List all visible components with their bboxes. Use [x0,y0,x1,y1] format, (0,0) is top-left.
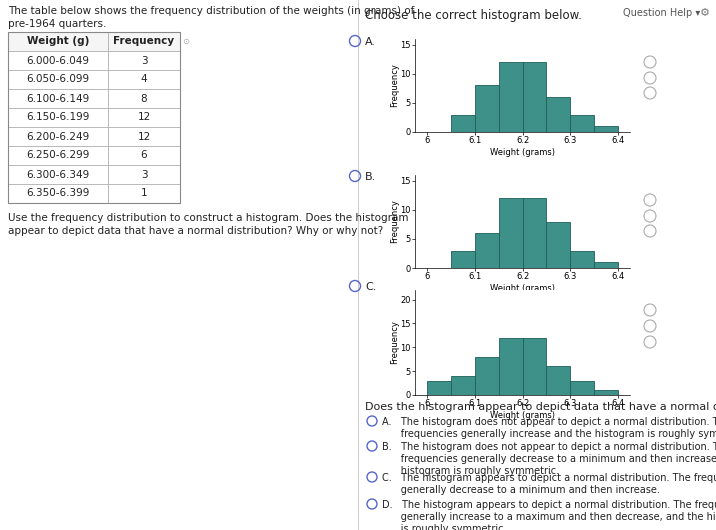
Y-axis label: Frequency: Frequency [390,200,399,243]
Text: 6.350-6.399: 6.350-6.399 [26,189,90,199]
Bar [451,251,475,268]
Text: B.: B. [365,172,376,182]
Text: generally decrease to a minimum and then increase.: generally decrease to a minimum and then… [382,485,660,495]
Text: A.   The histogram does not appear to depict a normal distribution. The: A. The histogram does not appear to depi… [382,417,716,427]
Bar [523,198,546,268]
Bar [108,165,180,184]
Text: 6.000-6.049: 6.000-6.049 [26,56,90,66]
Text: Weight (g): Weight (g) [26,37,90,47]
Text: 6.300-6.349: 6.300-6.349 [26,170,90,180]
Bar [546,366,570,395]
Text: 6.200-6.249: 6.200-6.249 [26,131,90,142]
Text: ⊙: ⊙ [182,37,189,46]
Bar [475,85,498,132]
Bar [498,198,523,268]
Bar [108,146,180,165]
Bar [108,32,180,51]
Text: C.   The histogram appears to depict a normal distribution. The frequencies: C. The histogram appears to depict a nor… [382,473,716,483]
Bar [475,233,498,268]
Text: 6: 6 [140,151,147,161]
Bar [451,114,475,132]
Bar [523,338,546,395]
Bar [8,70,108,89]
Text: A.: A. [365,37,376,47]
Bar [546,222,570,268]
Bar [108,89,180,108]
Bar [8,146,108,165]
Text: 6.250-6.299: 6.250-6.299 [26,151,90,161]
Text: B.   The histogram does not appear to depict a normal distribution. The: B. The histogram does not appear to depi… [382,442,716,452]
Text: frequencies generally increase and the histogram is roughly symmetric.: frequencies generally increase and the h… [382,429,716,439]
Text: 1: 1 [140,189,147,199]
Bar [498,338,523,395]
Bar [523,62,546,132]
Text: 3: 3 [140,56,147,66]
Bar [108,70,180,89]
Bar [427,381,451,395]
Bar [570,381,594,395]
Bar [594,126,618,132]
Text: 3: 3 [140,170,147,180]
Bar [570,251,594,268]
Bar [8,127,108,146]
Bar [8,51,108,70]
Text: D.   The histogram appears to depict a normal distribution. The frequencies: D. The histogram appears to depict a nor… [382,500,716,510]
Bar [8,184,108,203]
Bar [108,184,180,203]
Bar [594,262,618,268]
Text: Does the histogram appear to depict data that have a normal distribution?: Does the histogram appear to depict data… [365,402,716,412]
Bar [108,127,180,146]
Text: 6.150-6.199: 6.150-6.199 [26,112,90,122]
X-axis label: Weight (grams): Weight (grams) [490,148,555,157]
Text: Use the frequency distribution to construct a histogram. Does the histogram: Use the frequency distribution to constr… [8,213,409,223]
Y-axis label: Frequency: Frequency [390,321,399,365]
Text: generally increase to a maximum and then decrease, and the histogram: generally increase to a maximum and then… [382,512,716,522]
Bar [594,390,618,395]
X-axis label: Weight (grams): Weight (grams) [490,411,555,420]
Bar [8,165,108,184]
Text: frequencies generally decrease to a minimum and then increase, and the: frequencies generally decrease to a mini… [382,454,716,464]
Text: C.: C. [365,282,377,292]
Text: ⚙: ⚙ [700,8,710,18]
Bar [8,89,108,108]
Bar [8,32,180,203]
Text: Choose the correct histogram below.: Choose the correct histogram below. [365,9,582,22]
Text: 12: 12 [137,112,150,122]
Y-axis label: Frequency: Frequency [390,64,399,108]
Bar [475,357,498,395]
Text: 6.100-6.149: 6.100-6.149 [26,93,90,103]
X-axis label: Weight (grams): Weight (grams) [490,284,555,293]
Bar [546,97,570,132]
Text: histogram is roughly symmetric.: histogram is roughly symmetric. [382,466,559,476]
Bar [108,51,180,70]
Bar [498,62,523,132]
Bar [8,32,108,51]
Text: 4: 4 [140,75,147,84]
Text: is roughly symmetric.: is roughly symmetric. [382,524,506,530]
Text: appear to depict data that have a normal distribution? Why or why not?: appear to depict data that have a normal… [8,226,383,236]
Bar [570,114,594,132]
Text: pre-1964 quarters.: pre-1964 quarters. [8,19,107,29]
Text: 12: 12 [137,131,150,142]
Text: 8: 8 [140,93,147,103]
Bar [451,376,475,395]
Text: The table below shows the frequency distribution of the weights (in grams) of: The table below shows the frequency dist… [8,6,415,16]
Bar [8,108,108,127]
Text: Frequency: Frequency [113,37,175,47]
Text: Question Help ▾: Question Help ▾ [623,8,700,18]
Bar [108,108,180,127]
Text: 6.050-6.099: 6.050-6.099 [26,75,90,84]
